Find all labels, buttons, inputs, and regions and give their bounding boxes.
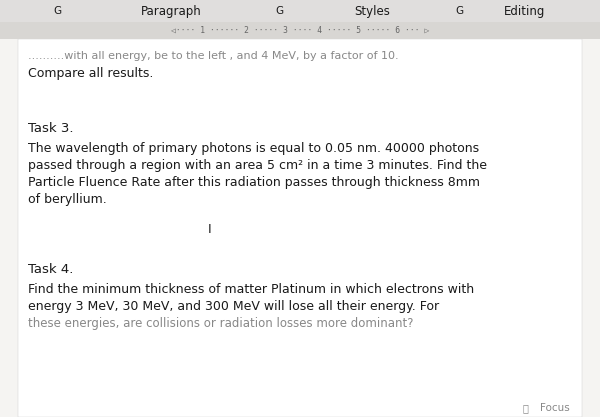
Text: ..........with all energy, be to the left , and 4 MeV, by a factor of 10.: ..........with all energy, be to the lef… (28, 51, 398, 61)
Text: energy 3 MeV, 30 MeV, and 300 MeV will lose all their energy. For: energy 3 MeV, 30 MeV, and 300 MeV will l… (28, 300, 439, 313)
Text: Find the minimum thickness of matter Platinum in which electrons with: Find the minimum thickness of matter Pla… (28, 283, 474, 296)
Text: G: G (53, 6, 61, 16)
Text: these energies, are collisions or radiation losses more dominant?: these energies, are collisions or radiat… (28, 317, 413, 330)
Text: ◁···· 1 ······ 2 ····· 3 ···· 4 ····· 5 ····· 6 ··· ▷: ◁···· 1 ······ 2 ····· 3 ···· 4 ····· 5 … (171, 26, 429, 35)
Text: Compare all results.: Compare all results. (28, 67, 154, 80)
Text: 📌: 📌 (522, 403, 528, 413)
FancyBboxPatch shape (18, 39, 582, 417)
Text: Styles: Styles (354, 5, 390, 18)
FancyBboxPatch shape (0, 22, 600, 39)
Text: Editing: Editing (505, 5, 545, 18)
Text: passed through a region with an area 5 cm² in a time 3 minutes. Find the: passed through a region with an area 5 c… (28, 159, 487, 172)
Text: Paragraph: Paragraph (140, 5, 202, 18)
Text: The wavelength of primary photons is equal to 0.05 nm. 40000 photons: The wavelength of primary photons is equ… (28, 142, 479, 155)
Text: Particle Fluence Rate after this radiation passes through thickness 8mm: Particle Fluence Rate after this radiati… (28, 176, 480, 189)
FancyBboxPatch shape (0, 0, 600, 22)
Text: Task 4.: Task 4. (28, 263, 73, 276)
Text: Focus: Focus (540, 403, 570, 413)
Text: G: G (455, 6, 463, 16)
Text: G: G (275, 6, 283, 16)
Text: Task 3.: Task 3. (28, 122, 74, 135)
FancyBboxPatch shape (0, 39, 600, 417)
Text: I: I (208, 223, 212, 236)
Text: of beryllium.: of beryllium. (28, 193, 107, 206)
